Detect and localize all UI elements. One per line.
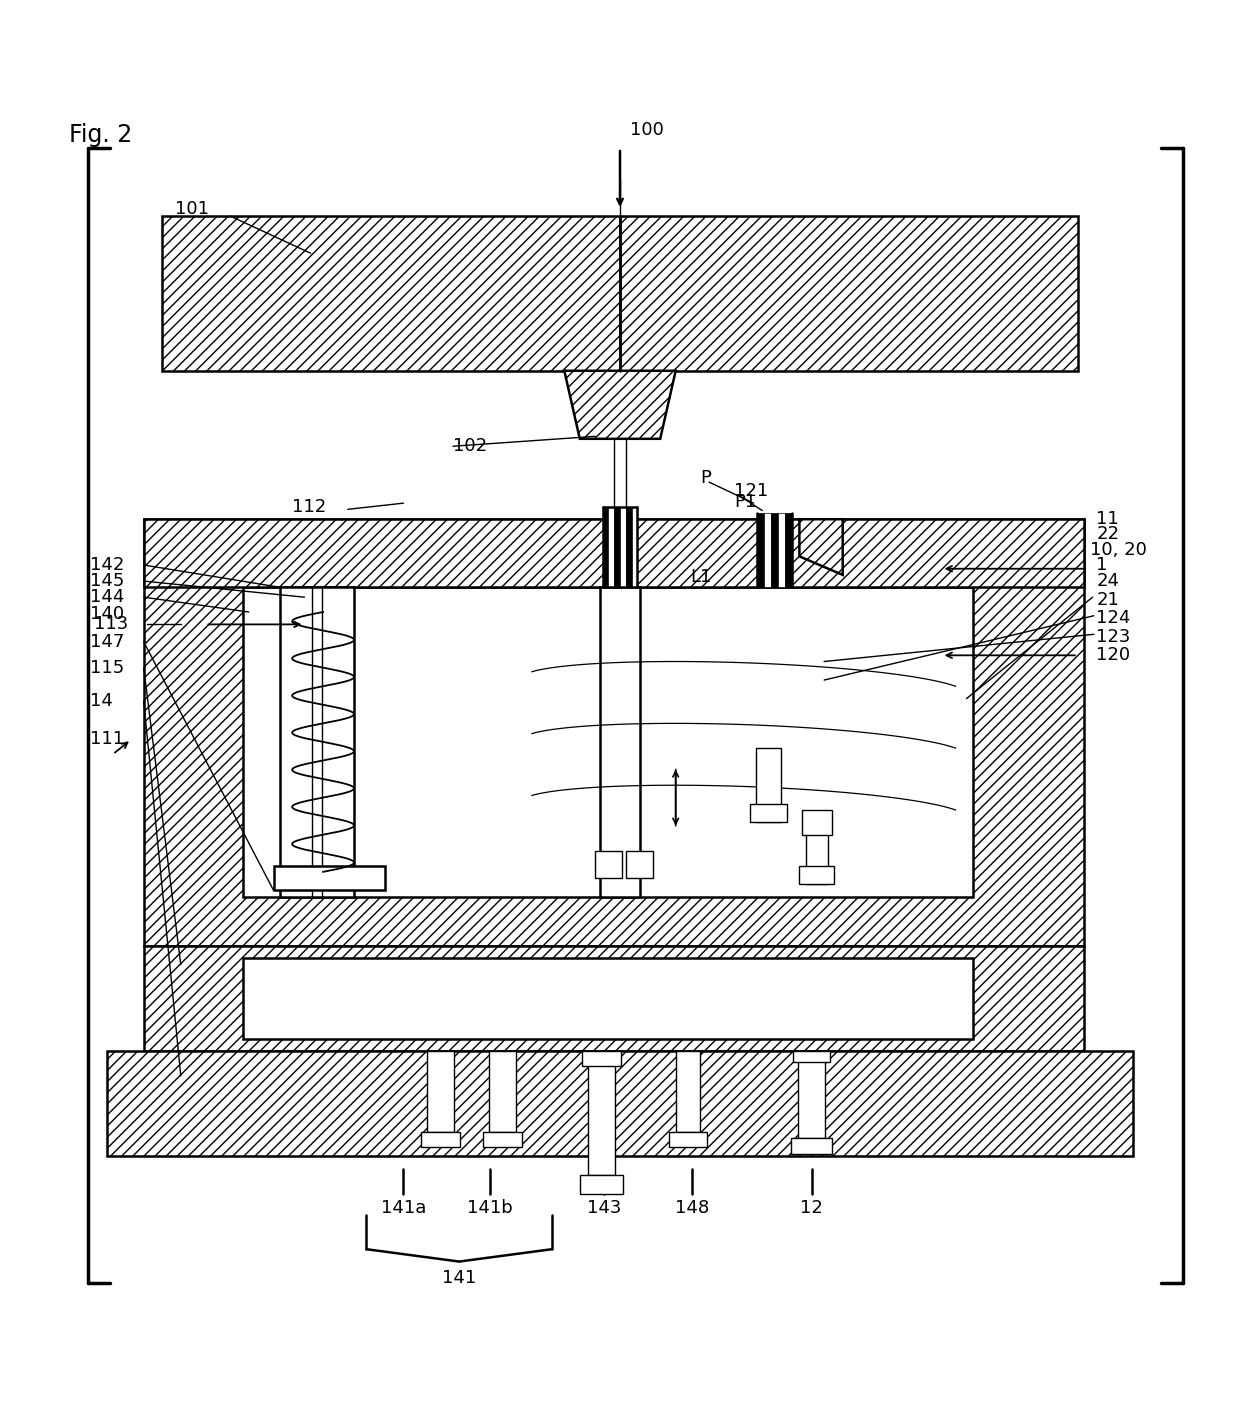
Text: 111: 111 [91,731,124,748]
Bar [162,216,620,371]
Text: 141b: 141b [467,1199,513,1217]
Bar [620,506,626,587]
Text: 100: 100 [630,121,663,138]
Text: 124: 124 [1096,609,1131,627]
Bar [274,866,384,890]
Text: 115: 115 [91,658,125,677]
Text: 141a: 141a [381,1199,427,1217]
Text: 1: 1 [1096,556,1107,574]
Bar [758,513,764,587]
Bar [420,1132,460,1146]
Bar [750,803,787,822]
Bar [802,811,832,835]
Bar [580,1175,622,1193]
Bar [631,506,637,587]
Text: L1: L1 [691,569,712,586]
Text: 148: 148 [675,1199,709,1217]
Bar [582,1051,621,1066]
Bar [144,946,1084,1051]
Text: P: P [701,469,712,488]
Bar [670,1132,707,1146]
Bar [799,1051,826,1138]
Bar [794,1051,830,1062]
Text: 113: 113 [94,616,129,633]
Text: 123: 123 [1096,627,1131,646]
Text: 102: 102 [453,437,487,455]
Text: 11: 11 [1096,510,1118,528]
Bar [144,519,1084,587]
Bar [595,850,622,877]
Text: 101: 101 [175,199,208,218]
Bar [588,1051,615,1175]
Bar [280,587,353,897]
Bar [489,1051,516,1132]
Text: 21: 21 [1096,590,1120,609]
Text: 147: 147 [91,633,125,651]
Polygon shape [800,519,843,574]
Text: 112: 112 [293,498,326,516]
Polygon shape [564,371,676,439]
Text: 12: 12 [800,1199,823,1217]
Text: 22: 22 [1096,525,1120,543]
Bar [785,513,792,587]
Bar [676,1051,701,1132]
Bar [614,506,620,587]
Text: 10, 20: 10, 20 [1090,542,1147,559]
Text: 140: 140 [91,606,124,623]
Bar [764,513,771,587]
Bar [243,587,972,897]
Bar [144,519,1084,946]
Text: 142: 142 [91,556,125,574]
Bar [626,850,653,877]
Text: 24: 24 [1096,572,1120,590]
Bar [626,506,631,587]
Bar [600,587,640,897]
Bar [427,1051,454,1132]
Text: Fig. 2: Fig. 2 [69,124,133,148]
Bar [482,1132,522,1146]
Text: 145: 145 [91,572,125,590]
Bar [806,816,828,884]
Bar [771,513,779,587]
Text: 143: 143 [587,1199,621,1217]
Bar [603,506,609,587]
Bar [620,216,1078,371]
Bar [756,748,781,822]
Bar [609,506,614,587]
Bar [791,1138,832,1153]
Bar [779,513,785,587]
Text: P1: P1 [734,493,756,510]
Text: 144: 144 [91,589,125,606]
Bar [800,866,835,884]
Text: 141: 141 [441,1268,476,1287]
Text: 120: 120 [1096,647,1131,664]
Text: 121: 121 [734,482,768,499]
Text: 14: 14 [91,693,113,710]
Bar [107,1051,1133,1156]
Bar [243,958,972,1039]
